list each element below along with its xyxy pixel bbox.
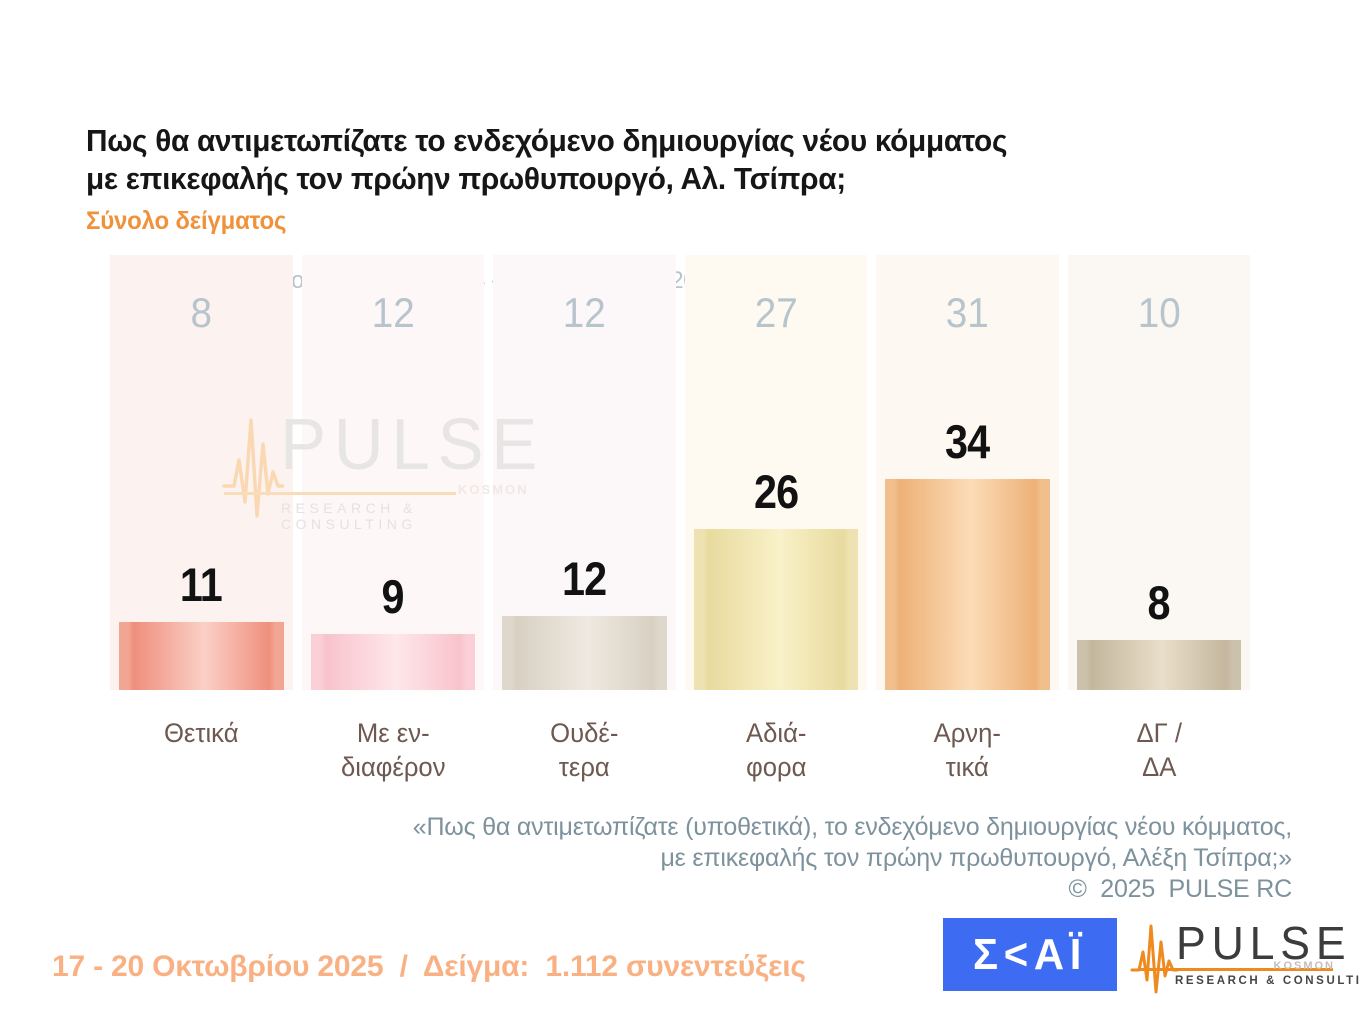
previous-survey-value: 8	[190, 289, 212, 336]
category-label: Αδιά-φορα	[745, 718, 806, 782]
chart-column: 27 26	[684, 255, 867, 690]
bar-value-label: 26	[753, 464, 799, 518]
bar	[502, 615, 667, 690]
pulse-logo-subtitle-text: RESEARCH & CONSULTING	[1175, 975, 1360, 987]
pulse-logo: PULSE KOSMON RESEARCH & CONSULTING	[1130, 917, 1360, 996]
category-label: Με εν-διαφέρον	[340, 718, 446, 782]
chart-column: 31 34	[876, 255, 1059, 690]
chart-column: 10 8	[1067, 255, 1250, 690]
footnote-line1: «Πως θα αντιμετωπίζατε (υποθετικά), το ε…	[412, 813, 1292, 841]
pulse-logo-brand-text: PULSE	[1176, 917, 1352, 969]
question-title-line1: Πως θα αντιμετωπίζατε το ενδεχόμενο δημι…	[86, 123, 1008, 158]
pulse-logo-kosmon-text: KOSMON	[1273, 960, 1335, 972]
previous-survey-value: 10	[1137, 289, 1181, 336]
bar-value-label: 8	[1147, 576, 1171, 630]
bar-value-label: 9	[381, 570, 405, 624]
bar-chart: Προηγούμενη έρευνα ( 14 - 16 Σεπτεμβρίου…	[110, 255, 1250, 690]
previous-survey-value: 12	[562, 289, 606, 336]
category-label: ΔΓ / ΔΑ	[1135, 718, 1182, 782]
bar-value-label: 12	[562, 551, 607, 605]
skai-logo: Σ<ΑΪ	[943, 918, 1117, 991]
bar	[693, 528, 858, 690]
pulse-logo-underline	[1138, 968, 1333, 971]
category-label: Αρνη-τικά	[933, 718, 1001, 782]
previous-survey-value: 31	[945, 289, 989, 336]
chart-column: 8 11	[110, 255, 293, 690]
sample-subtitle: Σύνολο δείγματος	[86, 207, 287, 235]
footnote-line2: με επικεφαλής τον πρώην πρωθυπουργό, Αλέ…	[660, 844, 1292, 872]
chart-column: 12 12	[493, 255, 676, 690]
pulse-waveform-icon	[1130, 924, 1178, 994]
chart-column: 12 9	[301, 255, 484, 690]
copyright-text: © 2025 PULSE RC	[1068, 875, 1293, 903]
bar-value-label: 34	[945, 415, 990, 469]
bar	[1076, 640, 1241, 690]
bar	[310, 634, 475, 690]
fieldwork-dates-sample: 17 - 20 Οκτωβρίου 2025 / Δείγμα: 1.112 σ…	[52, 950, 806, 983]
bar-value-label: 11	[180, 557, 223, 611]
bar	[119, 621, 284, 690]
bar	[885, 479, 1050, 690]
previous-survey-value: 27	[754, 289, 798, 336]
question-title-line2: με επικεφαλής τον πρώην πρωθυπουργό, Αλ.…	[86, 161, 846, 196]
category-labels-row: Θετικά Με εν-διαφέρον Ουδέ-τερα Αδιά-φορα Αρ…	[110, 716, 1250, 784]
category-label: Θετικά	[163, 718, 239, 748]
category-label: Ουδέ-τερα	[550, 718, 619, 782]
previous-survey-value: 12	[371, 289, 415, 336]
footnote-block: «Πως θα αντιμετωπίζατε (υποθετικά), το ε…	[392, 812, 1292, 905]
title-block: Πως θα αντιμετωπίζατε το ενδεχόμενο δημι…	[86, 122, 1007, 236]
skai-logo-text: Σ<ΑΪ	[972, 929, 1088, 979]
